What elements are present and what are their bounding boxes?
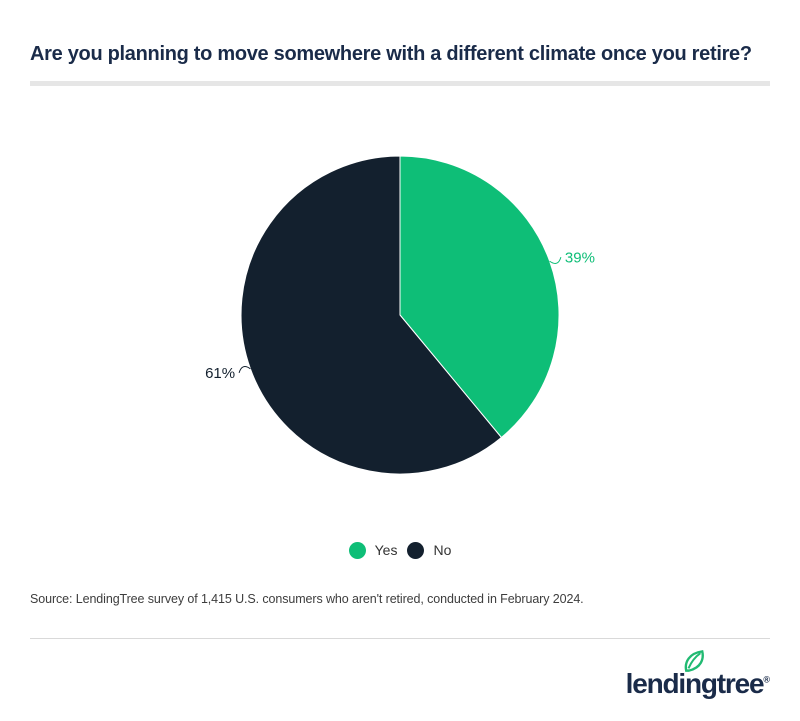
brand-wordmark: lendingtree® [626,670,770,698]
pie-slice-no[interactable] [240,155,503,475]
chart-title: Are you planning to move somewhere with … [30,43,752,65]
legend-marker-no [407,541,425,559]
title-underline-bar [30,81,770,86]
pie-label-yes: 39% [565,249,595,266]
pie-label-no: 61% [205,365,235,382]
legend-item-yes[interactable]: Yes [348,541,398,559]
brand-name-text: lendingtree [625,668,765,699]
source-note: Source: LendingTree survey of 1,415 U.S.… [30,592,584,606]
pie-label-connector-no [238,366,251,374]
chart-legend: Yes No [0,541,800,559]
leaf-icon [683,649,705,678]
legend-marker-yes [348,541,366,559]
registered-trademark-symbol: ® [763,674,770,685]
lendingtree-logo: lendingtree® [626,649,770,702]
footer-divider [30,638,770,639]
legend-label-no: No [433,542,452,558]
legend-item-no[interactable]: No [407,541,452,559]
legend-label-yes: Yes [374,542,398,558]
pie-label-connector-yes [549,256,562,264]
